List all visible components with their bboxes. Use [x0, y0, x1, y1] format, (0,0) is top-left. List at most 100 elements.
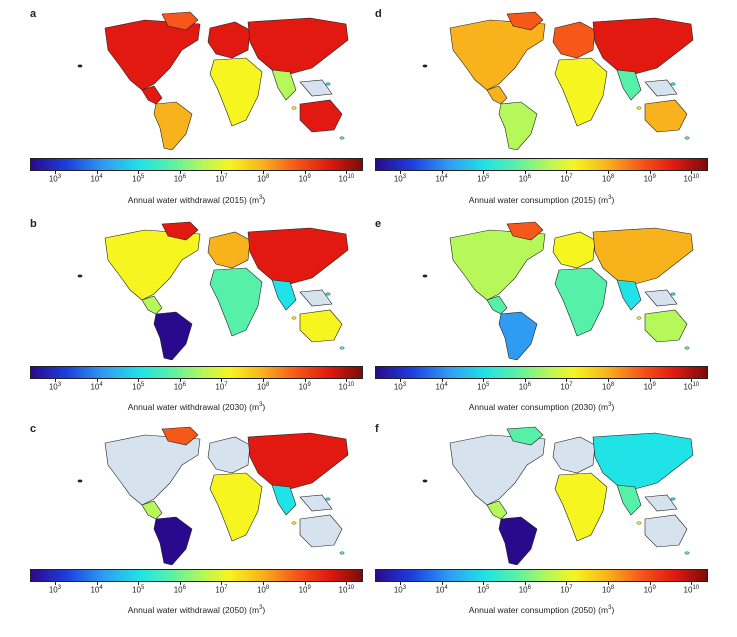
unit-exponent: 3: [259, 402, 263, 409]
colorbar-ticks: 103 104 105 106 107 108 109 1010: [375, 379, 708, 396]
colorbar-tick-label: 107: [215, 585, 228, 595]
south-asia-region: [616, 484, 642, 516]
panel-letter: a: [30, 8, 37, 20]
southeast-asia-region: [644, 289, 678, 307]
panel-letter: d: [375, 8, 382, 20]
greenland-region: [161, 221, 199, 241]
island-region: [422, 274, 428, 278]
island-region: [77, 64, 83, 68]
colorbar: [30, 569, 363, 582]
panel-letter: e: [375, 218, 382, 230]
map-panel-d: d 103 104 105 106 107 108 109 1010 Annual water…: [375, 8, 720, 216]
colorbar-tick-mark: [649, 379, 651, 382]
europe-region: [552, 21, 596, 59]
southeast-asia-region: [299, 494, 333, 512]
colorbar-tick-label: 105: [132, 174, 145, 184]
colorbar-tick-mark: [346, 582, 348, 585]
australia-region: [299, 309, 343, 343]
central-america-region: [141, 500, 163, 520]
caption-end: ): [262, 605, 266, 615]
colorbar-tick-mark: [346, 171, 348, 174]
world-map: [77, 11, 349, 150]
caption-text: Annual water withdrawal (2050) (m: [127, 605, 260, 615]
asia-region: [592, 432, 694, 490]
colorbar-tick-mark: [608, 379, 610, 382]
island-region: [422, 64, 428, 68]
colorbar: [375, 158, 708, 171]
colorbar-tick-label: 108: [601, 382, 615, 392]
colorbar-tick-mark: [263, 582, 265, 585]
greenland-region: [506, 11, 544, 31]
colorbar: [30, 158, 363, 171]
colorbar-caption: Annual water withdrawal (2050) (m3): [30, 605, 363, 615]
colorbar-tick-label: 109: [643, 174, 656, 184]
australia-region: [299, 514, 343, 548]
colorbar-tick-mark: [138, 171, 140, 174]
colorbar-tick-label: 106: [173, 174, 186, 184]
greenland-region: [506, 426, 544, 446]
island-region: [291, 106, 297, 110]
map-panel-b: b 103 104 105 106 107 108 109 1010 Annual water…: [30, 218, 375, 426]
colorbar-tick-label: 108: [601, 174, 615, 184]
colorbar-tick-mark: [54, 171, 56, 174]
colorbar-caption: Annual water withdrawal (2015) (m3): [30, 195, 363, 205]
island-region: [684, 346, 690, 350]
colorbar-tick-mark: [441, 171, 443, 174]
island-region: [77, 479, 83, 483]
southeast-asia-region: [299, 79, 333, 97]
colorbar-tick-mark: [524, 171, 526, 174]
island-region: [325, 497, 331, 501]
colorbar-tick-mark: [399, 171, 401, 174]
colorbar: [30, 366, 363, 379]
colorbar-tick-label: 107: [215, 174, 228, 184]
world-map: [422, 11, 694, 150]
colorbar-tick-mark: [691, 379, 693, 382]
colorbar-tick-mark: [691, 582, 693, 585]
colorbar-tick-mark: [138, 582, 140, 585]
island-region: [670, 292, 676, 296]
colorbar-tick-mark: [138, 379, 140, 382]
colorbar-tick-label: 106: [518, 585, 531, 595]
map-panel-a: a 103 104 105 106 107 108 109 1010 Annual water…: [30, 8, 375, 216]
australia-region: [644, 514, 688, 548]
colorbar-caption: Annual water consumption (2015) (m3): [375, 195, 708, 205]
colorbar-tick-label: 107: [560, 585, 573, 595]
colorbar-tick-label: 1010: [683, 174, 700, 184]
island-region: [77, 274, 83, 278]
greenland-region: [161, 426, 199, 446]
colorbar-tick-mark: [483, 582, 485, 585]
colorbar-ticks: 103 104 105 106 107 108 109 1010: [30, 379, 363, 396]
island-region: [670, 497, 676, 501]
colorbar-caption: Annual water consumption (2050) (m3): [375, 605, 708, 615]
south-asia-region: [271, 484, 297, 516]
colorbar-tick-label: 107: [215, 382, 228, 392]
caption-text: Annual water consumption (2015) (m: [468, 195, 609, 205]
colorbar-tick-label: 107: [560, 174, 573, 184]
asia-region: [247, 432, 349, 490]
colorbar-tick-label: 109: [298, 382, 311, 392]
central-america-region: [141, 85, 163, 105]
colorbar-tick-label: 108: [256, 382, 270, 392]
colorbar-tick-label: 103: [393, 585, 407, 595]
colorbar-tick-label: 108: [256, 174, 270, 184]
colorbar-tick-label: 1010: [338, 585, 355, 595]
colorbar-tick-mark: [221, 171, 223, 174]
island-region: [684, 551, 690, 555]
asia-region: [592, 17, 694, 75]
colorbar-tick-label: 106: [173, 585, 186, 595]
colorbar-tick-label: 105: [132, 585, 145, 595]
island-region: [422, 479, 428, 483]
caption-end: ): [611, 195, 615, 205]
australia-region: [644, 309, 688, 343]
africa-region: [209, 57, 263, 127]
colorbar-tick-mark: [399, 582, 401, 585]
caption-text: Annual water consumption (2030) (m: [468, 402, 609, 412]
colorbar: [375, 569, 708, 582]
central-america-region: [486, 295, 508, 315]
colorbar-tick-label: 103: [48, 382, 62, 392]
north-america-region: [449, 19, 546, 91]
unit-exponent: 3: [608, 402, 612, 409]
colorbar-tick-label: 103: [48, 174, 62, 184]
colorbar-tick-mark: [399, 379, 401, 382]
south-america-region: [153, 516, 193, 565]
